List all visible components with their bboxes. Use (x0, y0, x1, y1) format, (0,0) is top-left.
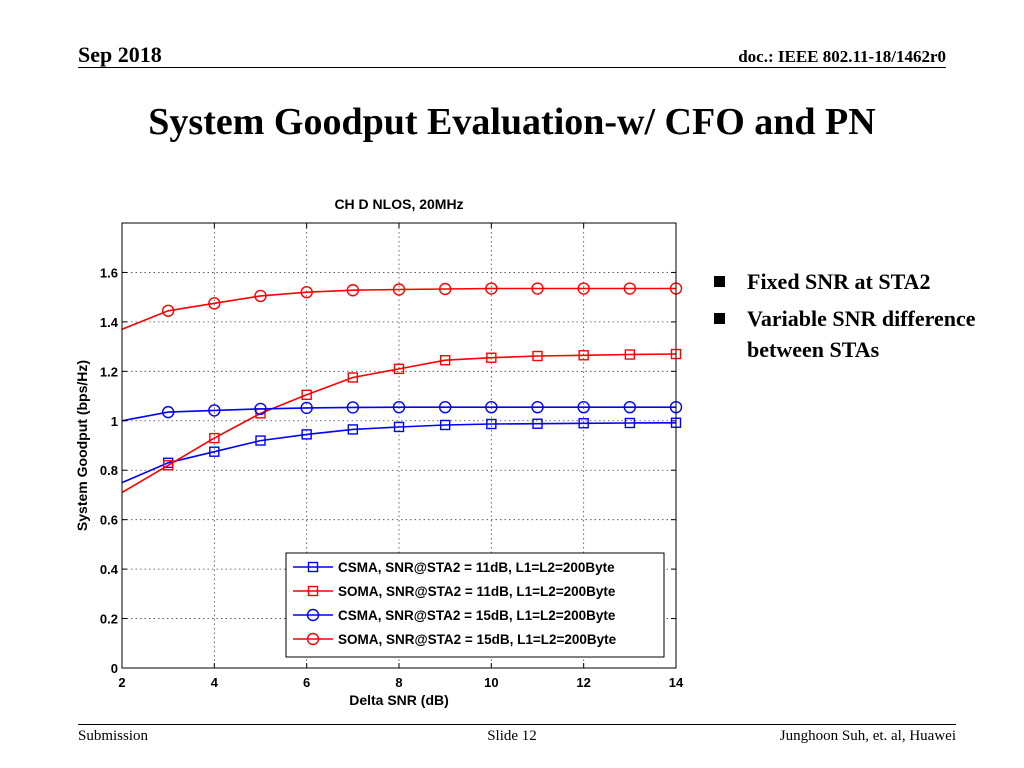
legend-box (285, 552, 665, 658)
data-point-square (255, 435, 266, 446)
legend-marker-square (307, 585, 319, 597)
square-bullet-icon (714, 313, 725, 324)
footer-authors: Junghoon Suh, et. al, Huawei (779, 728, 956, 744)
data-point-circle (392, 283, 406, 296)
bullet-text: Fixed SNR at STA2 (747, 269, 931, 294)
legend-label: CSMA, SNR@STA2 = 11dB, L1=L2=200Byte (338, 560, 615, 575)
y-tick-label: 1.4 (100, 315, 119, 330)
data-point-square (393, 363, 405, 375)
y-tick-label: 0.8 (100, 463, 118, 478)
x-tick-label: 8 (395, 675, 402, 690)
data-point-square (439, 355, 451, 366)
data-point-circle (623, 400, 637, 414)
legend-marker-square (307, 561, 319, 573)
y-tick-label: 0.6 (100, 513, 118, 528)
slide-title: System Goodput Evaluation-w/ CFO and PN (148, 101, 876, 143)
data-point-square (301, 389, 312, 401)
x-tick-label: 10 (484, 675, 498, 690)
x-tick-label: 2 (118, 675, 125, 690)
bullet-item: Fixed SNR at STA2 (710, 266, 980, 297)
data-point-square (578, 350, 589, 361)
x-tick-label: 12 (576, 675, 590, 690)
data-point-circle (577, 400, 590, 414)
data-point-square (624, 417, 636, 429)
chart-title: CH D NLOS, 20MHz (334, 196, 463, 212)
data-point-square (532, 418, 543, 429)
y-tick-label: 1.2 (100, 364, 118, 379)
series-line-3 (121, 406, 676, 422)
y-axis-label: System Goodput (bps/Hz) (74, 360, 90, 531)
data-point-circle (300, 286, 313, 299)
data-point-circle (577, 282, 590, 295)
data-point-square (486, 418, 497, 430)
data-point-circle (346, 284, 360, 297)
x-axis-label: Delta SNR (dB) (349, 692, 449, 708)
data-point-circle (254, 402, 267, 416)
footer-slide-number: Slide 12 (487, 728, 537, 744)
series-line-2 (121, 353, 677, 494)
data-point-circle (161, 405, 175, 419)
bullet-item: Variable SNR difference between STAs (710, 303, 980, 365)
x-tick-label: 14 (669, 675, 684, 690)
legend-marker-circle (306, 632, 320, 646)
y-tick-label: 0.2 (100, 612, 118, 627)
footer-divider (78, 724, 956, 725)
data-point-square (301, 429, 312, 440)
data-point-square (347, 424, 359, 435)
data-point-square (578, 418, 589, 429)
x-tick-label: 4 (211, 675, 219, 690)
data-point-square (162, 460, 174, 471)
data-point-circle (438, 282, 452, 296)
data-point-square (439, 419, 451, 431)
data-point-circle (392, 400, 406, 414)
data-point-square (209, 446, 220, 457)
footer-submission: Submission (78, 728, 149, 744)
data-point-circle (208, 404, 221, 417)
y-tick-label: 1.6 (100, 265, 118, 280)
bullet-list: Fixed SNR at STA2 Variable SNR differenc… (710, 266, 980, 371)
bullet-text: Variable SNR difference between STAs (747, 306, 976, 362)
header-divider (78, 67, 946, 68)
data-point-circle (346, 401, 360, 414)
data-point-circle (438, 400, 452, 414)
data-point-circle (254, 289, 267, 303)
data-point-circle (531, 282, 544, 295)
data-point-square (393, 421, 405, 433)
data-point-circle (485, 400, 498, 414)
data-point-circle (300, 401, 313, 415)
data-point-square (624, 349, 636, 360)
data-point-circle (161, 304, 175, 317)
header-doc-id: doc.: IEEE 802.11-18/1462r0 (738, 47, 946, 66)
y-tick-label: 0 (111, 661, 118, 676)
square-bullet-icon (714, 276, 725, 287)
data-point-circle (623, 282, 637, 295)
y-tick-label: 1 (111, 414, 118, 429)
data-point-square (532, 350, 543, 362)
header-date: Sep 2018 (78, 42, 162, 67)
series-line-4 (121, 287, 676, 331)
legend-label: SOMA, SNR@STA2 = 11dB, L1=L2=200Byte (338, 584, 616, 599)
x-tick-label: 6 (303, 675, 310, 690)
series-line-1 (121, 421, 677, 484)
data-point-square (486, 352, 497, 363)
legend-label: SOMA, SNR@STA2 = 15dB, L1=L2=200Byte (338, 632, 617, 647)
data-point-square (347, 372, 359, 383)
data-point-circle (485, 282, 498, 295)
y-tick-label: 0.4 (100, 562, 119, 577)
data-point-square (209, 432, 220, 444)
data-point-circle (531, 400, 544, 414)
chart-legend: CSMA, SNR@STA2 = 11dB, L1=L2=200Byte SOMA… (285, 552, 665, 658)
legend-label: CSMA, SNR@STA2 = 15dB, L1=L2=200Byte (338, 608, 616, 623)
data-point-circle (208, 297, 221, 310)
legend-marker-circle (306, 608, 320, 622)
